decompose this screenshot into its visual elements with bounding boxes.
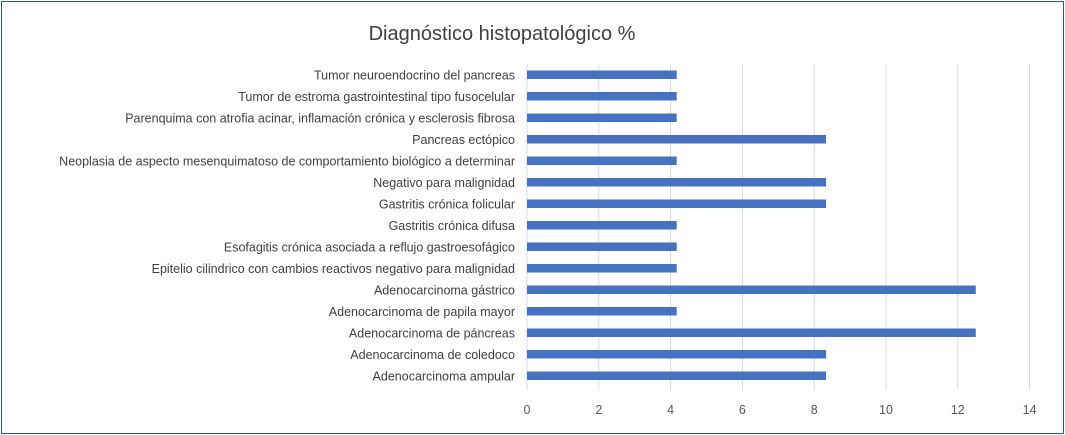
bar — [527, 178, 827, 187]
bar — [527, 221, 677, 230]
category-label: Adenocarcinoma ampular — [373, 369, 515, 383]
category-label: Gastritis crónica difusa — [389, 219, 515, 233]
bar — [527, 113, 677, 122]
x-tick-label: 14 — [1023, 403, 1037, 417]
category-label: Parenquima con atrofia acinar, inflamaci… — [125, 111, 515, 125]
bar — [527, 156, 677, 165]
x-tick-label: 10 — [879, 403, 893, 417]
category-label: Esofagitis crónica asociada a reflujo ga… — [224, 240, 515, 254]
x-tick-label: 12 — [951, 403, 965, 417]
category-label: Epitelio cilindrico con cambios reactivo… — [152, 262, 515, 276]
bar — [527, 307, 677, 316]
x-tick-label: 4 — [667, 403, 674, 417]
bar — [527, 371, 827, 380]
bar — [527, 70, 677, 79]
bar — [527, 199, 827, 208]
x-axis-ticks: 0 2 4 6 8 10 12 14 — [524, 403, 1037, 417]
category-label: Tumor de estroma gastrointestinal tipo f… — [238, 90, 515, 104]
bar — [527, 135, 827, 144]
bar — [527, 92, 677, 101]
bar — [527, 328, 976, 337]
bar — [527, 350, 827, 359]
x-tick-label: 2 — [595, 403, 602, 417]
category-label: Adenocarcinoma de páncreas — [349, 326, 515, 340]
category-label: Negativo para malignidad — [373, 176, 515, 190]
category-label: Adenocarcinoma de coledoco — [350, 348, 515, 362]
bar — [527, 242, 677, 251]
x-tick-label: 6 — [739, 403, 746, 417]
category-label: Neoplasia de aspecto mesenquimatoso de c… — [59, 154, 515, 168]
category-label: Pancreas ectópico — [412, 133, 515, 147]
category-labels: Tumor neuroendocrino del pancreas Tumor d… — [59, 68, 515, 383]
category-label: Adenocarcinoma gástrico — [374, 283, 515, 297]
category-label: Tumor neuroendocrino del pancreas — [314, 68, 515, 82]
category-label: Gastritis crónica folicular — [379, 197, 515, 211]
chart-title: Diagnóstico histopatológico % — [369, 23, 636, 45]
x-tick-label: 8 — [811, 403, 818, 417]
x-tick-label: 0 — [524, 403, 531, 417]
bars — [527, 70, 976, 380]
bar — [527, 264, 677, 273]
category-label: Adenocarcinoma de papila mayor — [329, 305, 515, 319]
bar — [527, 285, 976, 294]
